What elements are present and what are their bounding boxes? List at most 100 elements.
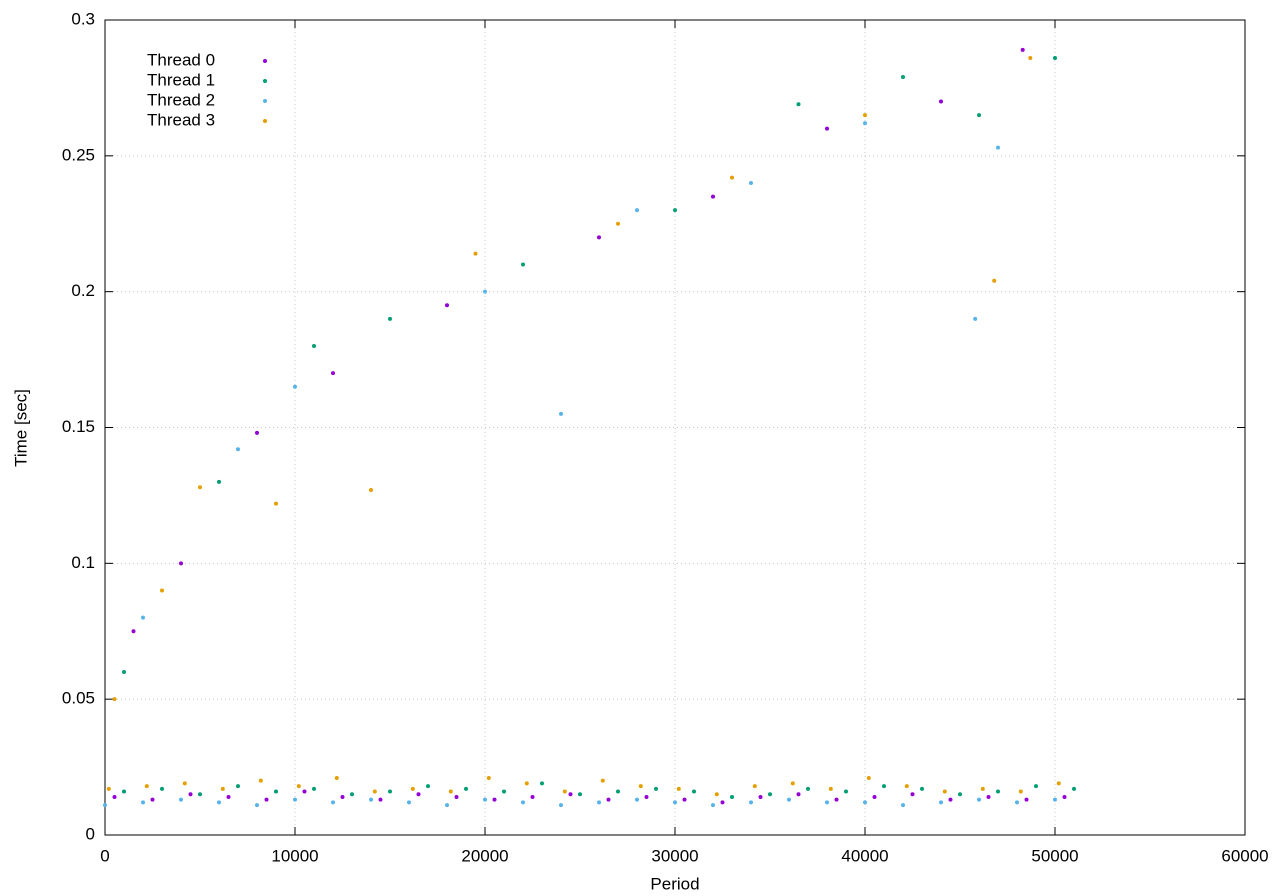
point (1062, 794, 1067, 799)
point (996, 789, 1000, 794)
point (372, 789, 377, 794)
point (986, 794, 991, 799)
point (638, 784, 643, 789)
point (388, 789, 392, 794)
point (369, 797, 373, 802)
point (676, 786, 681, 791)
point (901, 803, 905, 808)
point (502, 789, 506, 794)
point (1024, 797, 1029, 802)
point (293, 797, 297, 802)
point (179, 561, 183, 566)
point (188, 792, 193, 797)
point (521, 262, 525, 267)
point (160, 786, 164, 791)
point (150, 797, 155, 802)
legend-label: Thread 0 (147, 50, 215, 69)
point (492, 797, 497, 802)
point (378, 797, 383, 802)
point (369, 487, 373, 492)
point (635, 208, 639, 213)
point (752, 784, 757, 789)
point (939, 99, 943, 104)
point (141, 615, 145, 620)
legend-marker (263, 99, 267, 103)
point (863, 113, 867, 118)
point (568, 792, 573, 797)
point (768, 792, 772, 797)
point (973, 316, 978, 321)
point (521, 800, 525, 805)
point (711, 194, 715, 199)
x-tick-label: 40000 (841, 846, 888, 865)
point (416, 792, 421, 797)
point (834, 797, 839, 802)
legend-label: Thread 2 (147, 90, 215, 109)
point (749, 181, 753, 185)
y-tick-label: 0.3 (71, 9, 95, 28)
y-tick-label: 0.05 (62, 689, 95, 708)
x-tick-label: 30000 (651, 846, 698, 865)
point (217, 479, 221, 484)
point (160, 588, 164, 593)
x-tick-label: 60000 (1221, 846, 1268, 865)
point (448, 789, 453, 794)
point (730, 175, 734, 180)
point (714, 792, 719, 797)
point (331, 371, 335, 376)
point (486, 775, 491, 780)
legend-marker (263, 119, 267, 123)
point (606, 797, 611, 802)
point (654, 786, 658, 791)
point (540, 781, 544, 786)
point (673, 208, 677, 213)
point (578, 792, 582, 797)
point (182, 781, 187, 786)
point (334, 775, 339, 780)
point (483, 289, 487, 294)
legend-label: Thread 1 (147, 70, 215, 89)
point (730, 794, 734, 799)
point (796, 792, 801, 797)
x-tick-label: 10000 (271, 846, 318, 865)
point (179, 797, 183, 802)
x-axis-label: Period (650, 874, 699, 893)
point (828, 786, 833, 791)
point (388, 316, 392, 321)
point (1018, 789, 1023, 794)
point (866, 775, 871, 780)
point (454, 794, 459, 799)
point (131, 629, 136, 634)
point (977, 113, 981, 118)
point (1053, 797, 1057, 802)
y-tick-label: 0 (86, 824, 95, 843)
point (312, 344, 316, 348)
point (255, 803, 259, 808)
point (844, 789, 848, 794)
point (236, 447, 240, 452)
point (1072, 786, 1076, 791)
point (711, 803, 715, 808)
point (787, 797, 791, 802)
point (1056, 781, 1061, 786)
point (410, 786, 415, 791)
point (992, 278, 997, 283)
legend-label: Thread 3 (147, 110, 215, 129)
point (872, 794, 877, 799)
point (144, 784, 149, 789)
point (673, 800, 677, 805)
point (302, 789, 307, 794)
y-tick-label: 0.15 (62, 417, 95, 436)
point (198, 792, 202, 797)
point (749, 800, 753, 805)
point (340, 794, 345, 799)
y-tick-label: 0.25 (62, 145, 95, 164)
point (473, 251, 478, 256)
point (644, 794, 649, 799)
point (274, 501, 278, 506)
point (692, 789, 696, 794)
point (796, 102, 801, 107)
x-tick-label: 0 (100, 846, 109, 865)
point (863, 800, 867, 805)
point (559, 411, 563, 416)
